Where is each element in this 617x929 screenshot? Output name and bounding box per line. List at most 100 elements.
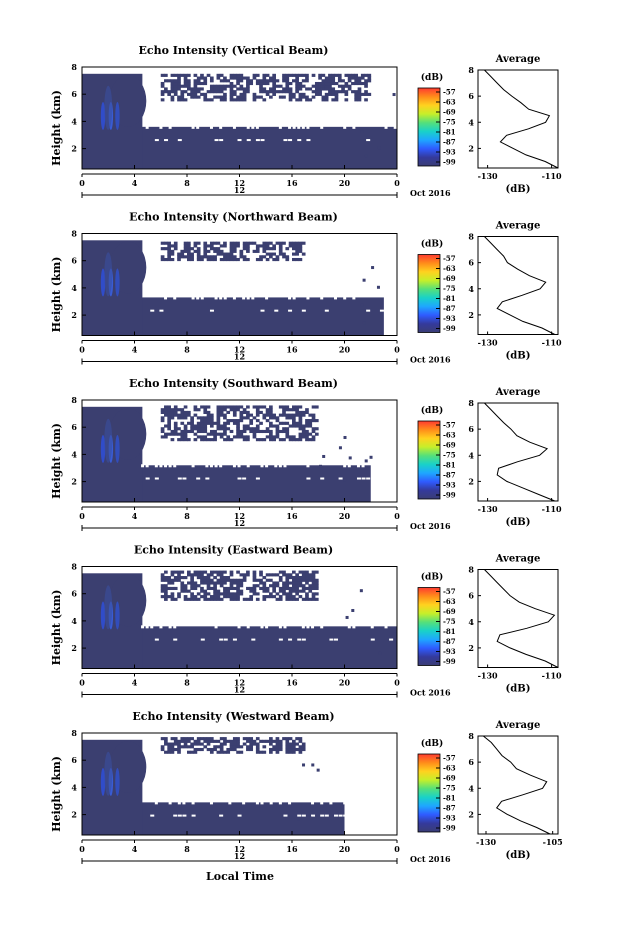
- echo-cell: [232, 419, 237, 423]
- echo-cell: [275, 432, 280, 436]
- y-tick-label: 4: [71, 449, 77, 459]
- echo-cell: [236, 405, 240, 409]
- echo-cell: [216, 419, 221, 423]
- echo-cell: [177, 252, 181, 256]
- echo-cell: [203, 405, 208, 409]
- echo-cell: [295, 586, 299, 591]
- echo-cell: [255, 95, 260, 99]
- lower-echo-layer: [124, 465, 371, 502]
- echo-cell: [269, 76, 273, 80]
- echo-cell: [288, 573, 293, 577]
- echo-core: [104, 85, 113, 130]
- echo-cell: [216, 739, 221, 743]
- echo-cell: [292, 95, 296, 99]
- avg-x-tick-label: -130: [478, 338, 498, 348]
- echo-cell: [262, 90, 267, 94]
- echo-cell: [200, 87, 204, 91]
- echo-cell: [200, 570, 204, 574]
- echo-cell: [160, 84, 165, 88]
- echo-cell: [177, 427, 181, 431]
- colorbar-tick-label: -93: [443, 814, 456, 823]
- echo-cell: [249, 586, 254, 591]
- average-profile-line: [484, 236, 556, 335]
- echo-cell: [305, 410, 309, 414]
- echo-cell: [371, 266, 375, 270]
- echo-cell: [285, 84, 290, 88]
- echo-cell: [226, 578, 231, 582]
- echo-cell: [292, 419, 296, 423]
- echo-cell: [223, 76, 227, 80]
- echo-cell: [200, 438, 204, 442]
- echo-cell: [344, 73, 349, 77]
- echo-cell: [269, 595, 273, 599]
- echo-cell: [295, 73, 299, 77]
- echo-cell: [278, 589, 283, 593]
- echo-cell: [239, 435, 244, 439]
- echo-cell: [209, 570, 214, 574]
- echo-cell: [252, 249, 257, 253]
- echo-cell: [187, 750, 191, 754]
- echo-cell: [347, 73, 352, 77]
- echo-cell: [167, 432, 171, 436]
- echo-cell: [364, 81, 368, 86]
- echo-cell: [170, 586, 175, 591]
- echo-cell: [285, 595, 290, 599]
- echo-gap: [334, 638, 338, 641]
- echo-cell: [308, 87, 313, 91]
- echo-cell: [213, 597, 217, 601]
- echo-gap: [196, 296, 200, 300]
- echo-cell: [177, 573, 181, 577]
- y-tick-label: 6: [71, 422, 77, 432]
- echo-cell: [252, 405, 257, 409]
- avg-x-label: (dB): [506, 684, 531, 695]
- x-tick-label: 0: [79, 511, 85, 521]
- echo-cell: [242, 742, 247, 746]
- colorbar-tick-label: -63: [443, 264, 456, 273]
- echo-cell: [351, 73, 355, 77]
- strong-echo-streak-0: [100, 434, 106, 463]
- echo-cell: [216, 410, 221, 414]
- avg-y-tick-label: 2: [468, 310, 474, 320]
- echo-cell: [223, 739, 227, 743]
- echo-cell: [226, 252, 231, 256]
- echo-cell: [200, 419, 204, 423]
- echo-cell: [246, 413, 250, 417]
- echo-cell: [232, 421, 237, 425]
- echo-cell: [347, 87, 352, 91]
- echo-cell: [190, 742, 194, 746]
- echo-cell: [272, 92, 276, 96]
- echo-cell: [252, 576, 257, 580]
- echo-cell: [203, 595, 208, 599]
- echo-cell: [301, 584, 306, 588]
- echo-cell: [288, 592, 293, 596]
- echo-cell: [190, 597, 194, 601]
- echo-cell: [223, 413, 227, 417]
- echo-cell: [269, 421, 273, 425]
- avg-x-tick-label: -110: [542, 338, 562, 348]
- x-tick-label: 0: [394, 678, 400, 688]
- echo-gap: [265, 464, 269, 468]
- echo-cell: [187, 247, 191, 251]
- echo-gap: [237, 464, 241, 468]
- echo-cell: [305, 408, 309, 412]
- lower-echo-layer: [124, 297, 384, 336]
- echo-cell: [187, 421, 191, 425]
- echo-cell: [203, 589, 208, 593]
- x-tick-label: 8: [184, 345, 190, 355]
- echo-cell: [351, 608, 355, 612]
- echo-cell: [223, 79, 227, 83]
- echo-cell: [213, 745, 217, 749]
- echo-cell: [298, 241, 303, 245]
- echo-cell: [311, 84, 316, 88]
- echo-cell: [236, 581, 240, 585]
- echo-cell: [278, 597, 283, 601]
- echo-cell: [170, 410, 175, 414]
- echo-cell: [229, 745, 234, 749]
- echo-cell: [206, 421, 211, 425]
- echo-cell: [314, 570, 319, 574]
- echo-gap: [352, 625, 356, 629]
- y-tick-label: 8: [71, 562, 77, 572]
- avg-y-tick-label: 8: [468, 565, 474, 575]
- echo-cell: [209, 595, 214, 599]
- echo-cell: [360, 130, 364, 134]
